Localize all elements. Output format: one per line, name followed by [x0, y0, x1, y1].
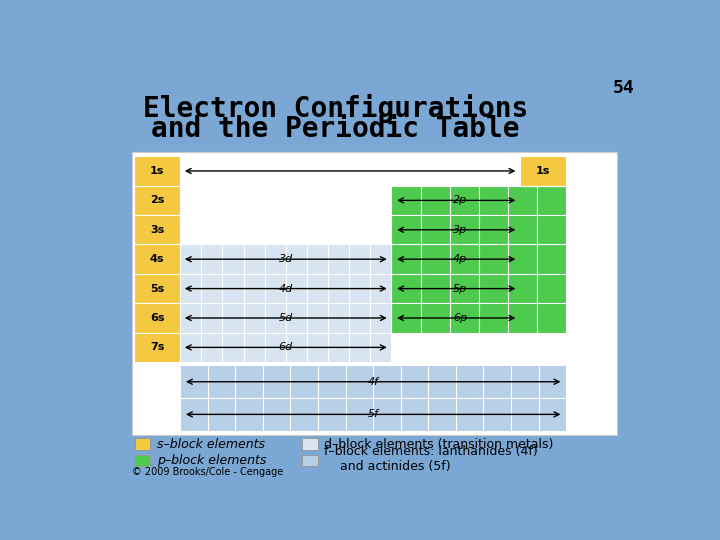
- Text: 54: 54: [612, 79, 634, 97]
- Text: 3p: 3p: [453, 225, 467, 235]
- Text: 1s: 1s: [536, 166, 550, 176]
- Bar: [135, 455, 150, 467]
- Bar: [392, 186, 566, 333]
- Text: 2p: 2p: [453, 195, 467, 205]
- Text: 6s: 6s: [150, 313, 164, 323]
- Bar: [180, 245, 392, 362]
- Text: 6p: 6p: [453, 313, 467, 323]
- Text: and the Periodic Table: and the Periodic Table: [151, 115, 520, 143]
- Text: 4s: 4s: [150, 254, 164, 264]
- Text: 5f: 5f: [368, 409, 379, 420]
- Text: 3s: 3s: [150, 225, 164, 235]
- Bar: [132, 152, 617, 435]
- Bar: [135, 438, 150, 450]
- Text: 5s: 5s: [150, 284, 164, 294]
- Text: s–block elements: s–block elements: [157, 437, 265, 450]
- Text: 3d: 3d: [279, 254, 293, 264]
- Text: p–block elements: p–block elements: [157, 454, 266, 467]
- Text: 1s: 1s: [150, 166, 164, 176]
- Text: © 2009 Brooks/Cole - Cengage: © 2009 Brooks/Cole - Cengage: [132, 467, 283, 477]
- Text: f–block elements: lanthanides (4f)
    and actinides (5f): f–block elements: lanthanides (4f) and a…: [324, 444, 538, 472]
- Bar: [302, 455, 318, 467]
- Bar: [302, 438, 318, 450]
- Text: 5p: 5p: [453, 284, 467, 294]
- Text: 7s: 7s: [150, 342, 164, 353]
- Text: 4p: 4p: [453, 254, 467, 264]
- Text: d–block elements (transition metals): d–block elements (transition metals): [324, 437, 554, 450]
- Text: 4f: 4f: [368, 377, 379, 387]
- Bar: [520, 156, 566, 186]
- Text: 6d: 6d: [279, 342, 293, 353]
- Bar: [180, 366, 566, 431]
- Text: 2s: 2s: [150, 195, 164, 205]
- Text: Electron Configurations: Electron Configurations: [143, 94, 528, 123]
- Text: 5d: 5d: [279, 313, 293, 323]
- Bar: [134, 156, 180, 362]
- Text: 4d: 4d: [279, 284, 293, 294]
